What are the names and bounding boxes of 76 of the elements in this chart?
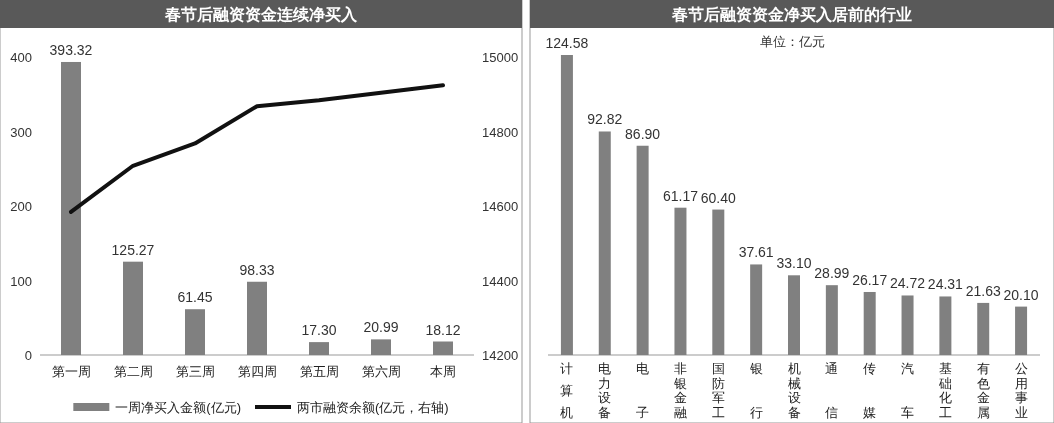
bar	[712, 209, 725, 355]
bar	[939, 296, 952, 355]
text: 单位：亿元	[759, 34, 825, 49]
chart-title: 春节后融资资金连续净买入	[164, 6, 358, 23]
x-tick-label: 公用事业	[1014, 361, 1028, 420]
x-tick-label: 第一周	[51, 364, 91, 379]
x-tick-label: 第四周	[237, 364, 277, 379]
y-tick-label: 200	[10, 199, 32, 214]
legend-label: 一周净买入金额(亿元)	[115, 400, 241, 415]
data-label: 124.58	[545, 35, 589, 51]
bar	[371, 339, 391, 355]
data-label: 21.63	[965, 282, 1001, 299]
line-series	[69, 83, 445, 214]
bar	[750, 264, 763, 355]
bar	[61, 61, 81, 355]
data-label: 61.17	[662, 187, 699, 204]
x-tick-label: 计算机	[560, 361, 574, 420]
data-label: 20.99	[363, 319, 399, 336]
data-label: 61.45	[177, 289, 213, 306]
data-label: 86.90	[625, 125, 661, 142]
x-tick-label: 有色金属	[976, 361, 990, 420]
x-tick-label: 机械设备	[787, 361, 801, 420]
data-label: 37.61	[738, 244, 774, 261]
x-tick-label: 国防军工	[711, 361, 725, 420]
x-tick-label: 第三周	[175, 364, 215, 379]
data-label: 393.32	[49, 41, 93, 58]
y2-tick-label: 14400	[482, 273, 519, 289]
data-label: 28.99	[814, 265, 850, 282]
y-tick-label: 300	[10, 124, 32, 140]
y-tick-label: 0	[24, 348, 32, 363]
data-label: 60.40	[700, 189, 737, 206]
x-tick-label: 基础化工	[937, 361, 952, 420]
y2-tick-label: 14800	[482, 124, 519, 140]
chart-title: 春节后融资资金净买入居前的行业	[671, 6, 912, 23]
data-label: 18.12	[425, 321, 461, 338]
x-tick-label: 第二周	[113, 364, 153, 379]
data-label: 24.72	[890, 275, 926, 292]
y2-tick-label: 14200	[482, 348, 519, 363]
bar	[598, 131, 611, 355]
x-tick-label: 电力设备	[598, 361, 612, 420]
bar	[636, 145, 649, 355]
bar	[185, 309, 205, 355]
x-tick-label: 第六周	[361, 364, 401, 379]
y2-tick-label: 15000	[482, 50, 519, 65]
data-label: 92.82	[587, 111, 623, 128]
bar	[433, 341, 453, 355]
data-label: 98.33	[239, 261, 275, 278]
y-tick-label: 100	[10, 273, 32, 289]
data-label: 125.27	[111, 241, 155, 258]
data-label: 24.31	[927, 276, 964, 293]
data-label: 20.10	[1003, 286, 1039, 303]
bar	[863, 291, 876, 355]
x-tick-label: 非银金融	[672, 361, 687, 420]
bar	[788, 275, 800, 355]
category-label: 传媒	[863, 361, 877, 420]
bar	[674, 207, 687, 355]
data-label: 17.30	[301, 322, 337, 339]
x-tick-label: 本周	[430, 364, 456, 379]
bar	[901, 295, 914, 355]
bar	[1015, 306, 1028, 355]
bar	[247, 281, 267, 355]
bar	[123, 261, 143, 355]
bar	[560, 55, 573, 355]
bar	[977, 302, 990, 355]
y-tick-label: 400	[10, 50, 32, 65]
data-label: 26.17	[852, 271, 888, 288]
bar	[309, 342, 329, 355]
category-label: 银行	[749, 361, 763, 420]
bar	[825, 285, 838, 355]
category-label: 电子	[636, 361, 650, 420]
data-label: 33.10	[776, 255, 812, 272]
y2-tick-label: 14600	[482, 199, 519, 214]
category-label: 通信	[825, 361, 839, 420]
category-label: 汽车	[901, 361, 915, 420]
legend-label: 两市融资余额(亿元，右轴)	[297, 400, 449, 415]
x-tick-label: 第五周	[299, 364, 339, 379]
